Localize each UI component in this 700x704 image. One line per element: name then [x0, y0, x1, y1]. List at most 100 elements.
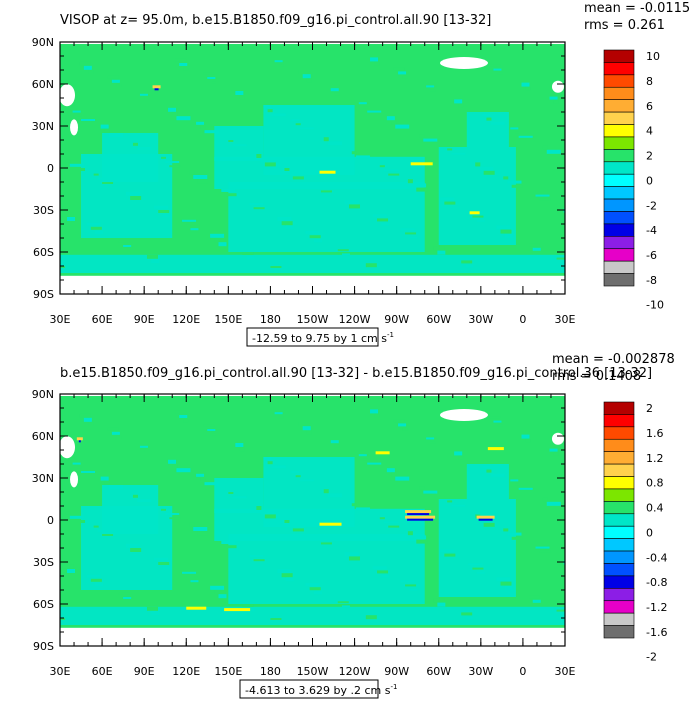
colorbar-swatch	[603, 488, 635, 502]
lon-label: 150E	[214, 665, 242, 678]
colorbar-swatch	[603, 538, 635, 552]
field-speckle	[189, 522, 195, 527]
lat-label: 90S	[33, 288, 54, 301]
field-speckle	[560, 261, 565, 264]
field-speckle	[284, 520, 290, 523]
field-speckle	[316, 186, 331, 189]
land-mask	[70, 119, 79, 136]
field-speckle	[67, 569, 76, 573]
lon-label: 120W	[339, 313, 371, 326]
field-speckle	[553, 452, 559, 456]
field-speckle	[153, 205, 168, 209]
colorbar-label: 0.8	[646, 477, 664, 490]
field-speckle	[316, 538, 331, 541]
colorbar-label: 1.6	[646, 427, 664, 440]
field-speckle	[146, 254, 158, 259]
field-speckle	[270, 266, 282, 268]
field-speckle	[169, 165, 181, 168]
colorbar-label: -10	[646, 299, 664, 312]
hotspot-positive	[405, 510, 432, 514]
field-speckle	[165, 161, 180, 163]
field-speckle	[196, 121, 205, 125]
field-speckle	[306, 78, 312, 83]
lat-label: 0	[47, 514, 54, 527]
field-speckle	[172, 112, 178, 116]
field-speckle	[137, 147, 152, 150]
field-speckle	[327, 493, 342, 498]
field-speckle	[388, 525, 400, 528]
field-speckle	[235, 443, 244, 447]
field-speckle	[482, 465, 491, 469]
lon-label: 60E	[92, 665, 113, 678]
field-speckle	[109, 133, 124, 137]
field-speckle	[298, 422, 310, 426]
field-speckle	[168, 459, 177, 464]
colorbar-swatch	[603, 625, 635, 639]
negative-region	[60, 606, 565, 625]
field-speckle	[235, 91, 244, 95]
field-speckle	[525, 86, 531, 91]
negative-region	[214, 478, 264, 513]
field-speckle	[549, 448, 558, 452]
field-speckle	[104, 128, 110, 133]
field-speckle	[465, 264, 474, 268]
field-speckle	[253, 207, 265, 210]
field-speckle	[320, 542, 332, 545]
field-speckle	[200, 126, 206, 129]
field-speckle	[81, 471, 96, 473]
field-speckle	[292, 176, 304, 180]
field-speckle	[451, 152, 466, 155]
field-speckle	[284, 168, 290, 171]
field-speckle	[88, 70, 94, 74]
field-speckle	[479, 166, 494, 171]
field-speckle	[83, 65, 92, 70]
field-speckle	[239, 447, 245, 452]
field-speckle	[458, 103, 464, 108]
field-speckle	[560, 613, 565, 616]
lon-label: 30E	[555, 665, 576, 678]
field-speckle	[190, 228, 199, 231]
field-speckle	[374, 413, 380, 418]
panel-2-longitude-labels: 30E 60E 90E 120E 150E 180 150W 120W 90W 60W 30W 0 30…	[50, 394, 576, 678]
field-speckle	[242, 604, 254, 607]
lon-label: 60W	[426, 665, 451, 678]
colorbar-swatch	[603, 49, 635, 63]
panel-1-rms: rms = 0.261	[584, 18, 665, 33]
field-speckle	[546, 501, 561, 506]
field-speckle	[104, 480, 110, 485]
panel-1-title: VISOP at z= 95.0m, b.e15.B1850.f09_g16.p…	[60, 13, 491, 28]
field-speckle	[309, 587, 321, 591]
colorbar-swatch	[603, 173, 635, 187]
field-speckle	[539, 550, 551, 553]
field-speckle	[355, 155, 370, 159]
field-speckle	[285, 577, 294, 582]
field-speckle	[388, 173, 400, 176]
field-speckle	[486, 469, 492, 473]
field-speckle	[416, 539, 428, 544]
colorbar-swatch	[603, 575, 635, 589]
land-mask	[551, 432, 564, 445]
panel-1-range-text: -12.59 to 9.75 by 1 cm s-1	[252, 331, 394, 345]
lon-label: 0	[519, 313, 526, 326]
hotspot-positive	[224, 608, 251, 612]
field-speckle	[553, 100, 559, 104]
field-speckle	[207, 429, 216, 431]
colorbar-label: -8	[646, 274, 657, 287]
field-speckle	[490, 473, 505, 477]
field-speckle	[372, 214, 387, 218]
field-speckle	[305, 583, 320, 586]
field-speckle	[461, 260, 473, 264]
field-speckle	[107, 427, 119, 431]
field-speckle	[365, 263, 377, 268]
field-speckle	[384, 521, 399, 524]
field-speckle	[486, 117, 492, 121]
field-speckle	[489, 416, 501, 419]
field-speckle	[496, 225, 511, 230]
field-speckle	[381, 222, 390, 226]
field-speckle	[100, 124, 109, 129]
hotspot-positive	[487, 447, 504, 451]
lon-label: 150E	[214, 313, 242, 326]
field-speckle	[62, 564, 74, 569]
field-speckle	[118, 592, 130, 595]
